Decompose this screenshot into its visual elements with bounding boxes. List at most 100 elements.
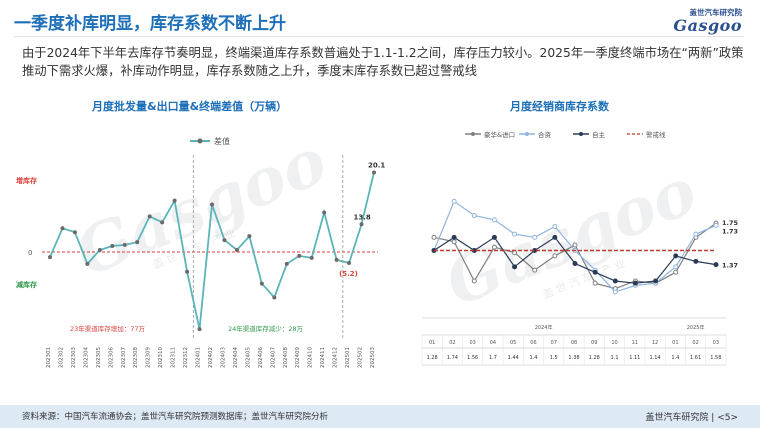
left-x-tick: 202503 xyxy=(370,347,376,368)
left-x-tick: 202409 xyxy=(295,347,301,368)
footer-bar: 资料来源：中国汽车流通协会；盖世汽车研究院预测数据库；盖世汽车研究院分析 盖世汽… xyxy=(0,405,760,428)
left-x-tick: 202411 xyxy=(320,347,326,368)
source-note: 资料来源：中国汽车流通协会；盖世汽车研究院预测数据库；盖世汽车研究院分析 xyxy=(22,412,329,422)
left-label-neg: (5.2) xyxy=(339,270,358,278)
left-x-tick: 202311 xyxy=(171,347,177,368)
right-table-month: 09 xyxy=(591,340,597,346)
title-divider xyxy=(14,36,744,37)
right-table-value: 1.14 xyxy=(649,355,660,361)
right-table-month: 02 xyxy=(449,340,455,346)
right-series-point xyxy=(713,262,719,268)
left-series-point xyxy=(122,242,127,247)
right-series-point xyxy=(532,234,538,240)
right-table-value: 1.4 xyxy=(529,355,537,361)
right-table-value: 1.28 xyxy=(589,355,600,361)
right-table-value: 1.1 xyxy=(611,355,619,361)
right-series-point xyxy=(451,239,457,245)
left-x-tick: 202401 xyxy=(196,347,202,368)
left-chart-title: 月度批发量&出口量&终端差值（万辆） xyxy=(92,100,288,113)
right-table-value: 1.44 xyxy=(508,355,519,361)
left-x-tick: 202304 xyxy=(83,347,89,368)
right-series-point xyxy=(572,261,578,267)
left-x-tick: 202501 xyxy=(345,347,351,368)
right-table-value: 1.38 xyxy=(568,355,579,361)
right-legend-label: 自主 xyxy=(592,130,606,139)
left-x-tick: 202404 xyxy=(233,347,239,368)
left-series-point xyxy=(85,261,90,266)
right-table-month: 12 xyxy=(652,340,658,346)
left-x-tick: 202309 xyxy=(146,347,152,368)
right-series-point xyxy=(512,264,518,270)
right-table-year-2025: 2025年 xyxy=(687,324,705,331)
left-series-point xyxy=(97,248,102,252)
right-series-point xyxy=(673,269,679,275)
right-legend-marker xyxy=(579,132,583,136)
left-series-point xyxy=(110,244,115,249)
right-table-month: 03 xyxy=(469,340,475,346)
right-series-point xyxy=(471,213,477,219)
right-series-point xyxy=(552,253,558,259)
right-table-month: 02 xyxy=(692,340,698,346)
left-series-point xyxy=(197,327,202,332)
right-table-value: 1.61 xyxy=(690,355,701,361)
right-table-value: 1.4 xyxy=(671,355,679,361)
right-table-month: 03 xyxy=(713,340,719,346)
left-series-point xyxy=(334,257,339,262)
right-series-point xyxy=(451,234,457,240)
left-x-tick: 202406 xyxy=(258,347,264,368)
right-table-value: 1.7 xyxy=(489,355,497,361)
right-series-point xyxy=(673,264,679,270)
left-x-tick: 202410 xyxy=(308,347,314,368)
right-table-value: 1.56 xyxy=(467,355,478,361)
right-table-month: 01 xyxy=(429,340,435,346)
left-x-tick: 202302 xyxy=(58,347,64,368)
left-label-last: 20.1 xyxy=(368,162,385,170)
right-table-month: 05 xyxy=(510,340,516,346)
left-series-point xyxy=(347,261,352,266)
right-legend-label: 合资 xyxy=(538,130,552,139)
left-x-tick: 202306 xyxy=(108,347,114,368)
right-series-point xyxy=(552,223,558,229)
right-end-label-luxury: 1.75 xyxy=(722,219,739,227)
left-series-point xyxy=(72,230,77,235)
left-x-tick: 202408 xyxy=(283,347,289,368)
right-end-label-jv: 1.73 xyxy=(722,227,738,235)
right-table-value: 1.58 xyxy=(710,355,721,361)
left-x-tick: 202412 xyxy=(333,347,339,368)
brand-logo: 盖世汽车研究院 Gasgoo xyxy=(650,7,742,35)
left-series-point xyxy=(247,234,252,239)
left-x-tick: 202405 xyxy=(245,347,251,368)
left-series-point xyxy=(322,210,327,215)
left-series-point xyxy=(297,253,302,258)
right-legend-marker xyxy=(525,132,529,136)
left-x-tick: 202407 xyxy=(270,347,276,368)
right-series-point xyxy=(673,253,679,259)
left-x-tick: 202303 xyxy=(71,347,77,368)
left-note-2024: 24年渠道库存减少：28万 xyxy=(228,324,304,333)
right-series-point xyxy=(693,231,699,237)
brand-name: 盖世汽车研究院 xyxy=(689,8,743,17)
left-series-point xyxy=(222,238,227,243)
left-x-tick: 202307 xyxy=(121,347,127,368)
right-table-value: 1.11 xyxy=(629,355,640,361)
left-legend-label: 差值 xyxy=(214,136,230,146)
left-series-point xyxy=(359,222,364,227)
left-x-tick: 202301 xyxy=(46,347,52,368)
right-series-point xyxy=(592,269,598,275)
brand-wordmark: Gasgoo xyxy=(673,16,742,35)
footer-brand: 盖世汽车研究院 | <5> xyxy=(645,413,738,423)
right-series-point xyxy=(693,258,699,264)
left-series-point xyxy=(272,295,277,300)
right-table-month: 07 xyxy=(551,340,557,346)
left-series-point xyxy=(234,248,239,252)
left-series-point xyxy=(185,269,190,274)
left-note-2023: 23年渠道库存增加：77万 xyxy=(70,324,146,333)
right-series-point xyxy=(512,231,518,237)
page-title: 一季度补库明显，库存系数不断上升 xyxy=(14,14,286,34)
left-x-tick: 202312 xyxy=(183,347,189,368)
right-series-point xyxy=(552,234,558,240)
right-table-month: 01 xyxy=(672,340,678,346)
right-series-point xyxy=(431,234,437,240)
right-series-point xyxy=(491,234,497,240)
